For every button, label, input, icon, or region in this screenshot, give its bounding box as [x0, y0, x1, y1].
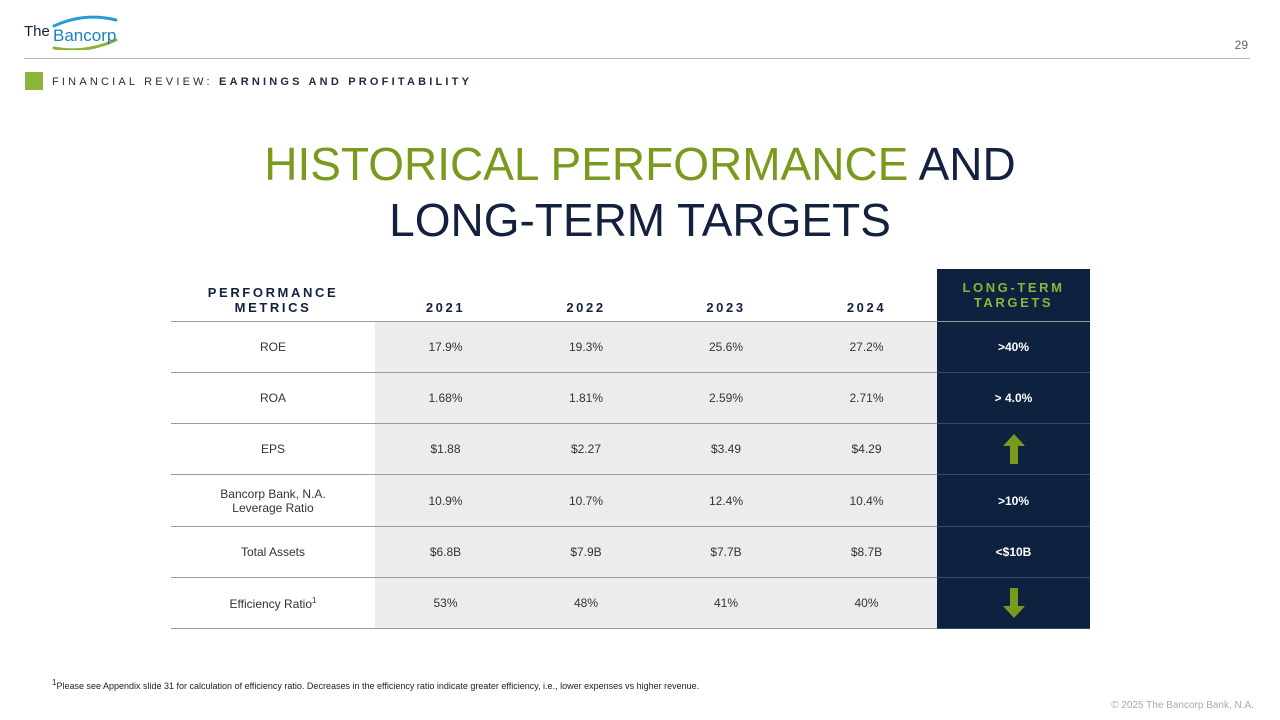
metric-label: Bancorp Bank, N.A. Leverage Ratio: [171, 474, 375, 527]
table-header-row: PERFORMANCE METRICS 2021 2022 2023 2024 …: [171, 269, 1090, 322]
copyright: © 2025 The Bancorp Bank, N.A.: [1111, 700, 1254, 711]
table-row: EPS $1.88 $2.27 $3.49 $4.29: [171, 423, 1090, 475]
value-2022: 10.7%: [516, 474, 656, 527]
value-2022: $7.9B: [516, 526, 656, 578]
value-2023: 12.4%: [656, 474, 796, 527]
value-2022: 48%: [516, 577, 656, 629]
value-2022: 19.3%: [516, 321, 656, 373]
value-2021: $1.88: [375, 423, 516, 475]
metric-label: ROA: [171, 372, 375, 424]
section-marker: [25, 72, 43, 90]
value-2024: 40%: [796, 577, 937, 629]
section-prefix: FINANCIAL REVIEW:: [52, 76, 213, 88]
header-targets: LONG-TERM TARGETS: [937, 269, 1090, 322]
target-value: >10%: [937, 474, 1090, 527]
target-cell: [937, 577, 1090, 629]
table-row: Bancorp Bank, N.A. Leverage Ratio 10.9% …: [171, 474, 1090, 527]
value-2023: $7.7B: [656, 526, 796, 578]
header-divider: [24, 58, 1250, 59]
target-value: >40%: [937, 321, 1090, 373]
value-2021: 1.68%: [375, 372, 516, 424]
page-number: 29: [1234, 38, 1248, 52]
value-2024: $8.7B: [796, 526, 937, 578]
metric-label-text: Efficiency Ratio: [229, 596, 313, 611]
footnote-marker: 1: [312, 595, 317, 605]
page-title: HISTORICAL PERFORMANCE AND LONG-TERM TAR…: [0, 136, 1280, 248]
performance-table: PERFORMANCE METRICS 2021 2022 2023 2024 …: [171, 269, 1090, 629]
value-2022: $2.27: [516, 423, 656, 475]
value-2021: 10.9%: [375, 474, 516, 527]
title-dark-part-1: AND: [918, 138, 1016, 190]
logo-text-bancorp: Bancorp: [53, 26, 116, 45]
metric-label: EPS: [171, 423, 375, 475]
value-2024: 10.4%: [796, 474, 937, 527]
bancorp-logo: The Bancorp: [24, 15, 118, 50]
value-2022: 1.81%: [516, 372, 656, 424]
metric-label-line-2: Leverage Ratio: [232, 500, 314, 515]
table-row: Total Assets $6.8B $7.9B $7.7B $8.7B <$1…: [171, 526, 1090, 578]
value-2023: 2.59%: [656, 372, 796, 424]
header-2023: 2023: [656, 269, 796, 322]
table-row: ROE 17.9% 19.3% 25.6% 27.2% >40%: [171, 321, 1090, 373]
header-2024: 2024: [796, 269, 937, 322]
value-2023: $3.49: [656, 423, 796, 475]
target-cell: [937, 423, 1090, 475]
section-label: FINANCIAL REVIEW: EARNINGS AND PROFITABI…: [52, 76, 472, 88]
header-2022: 2022: [516, 269, 656, 322]
arrow-down-icon: [1002, 588, 1025, 618]
value-2024: 27.2%: [796, 321, 937, 373]
metric-label: ROE: [171, 321, 375, 373]
footnote-number: 1: [52, 678, 57, 687]
footnote: 1Please see Appendix slide 31 for calcul…: [52, 678, 699, 691]
header-metric: PERFORMANCE METRICS: [171, 269, 375, 322]
value-2024: 2.71%: [796, 372, 937, 424]
value-2021: 53%: [375, 577, 516, 629]
title-dark-part-2: LONG-TERM TARGETS: [389, 194, 891, 246]
value-2023: 41%: [656, 577, 796, 629]
target-value: > 4.0%: [937, 372, 1090, 424]
arrow-up-icon: [1002, 434, 1025, 464]
table-row: Efficiency Ratio1 53% 48% 41% 40%: [171, 577, 1090, 629]
section-title: EARNINGS AND PROFITABILITY: [219, 76, 473, 88]
metric-label: Efficiency Ratio1: [171, 577, 375, 629]
table-row: ROA 1.68% 1.81% 2.59% 2.71% > 4.0%: [171, 372, 1090, 424]
value-2021: 17.9%: [375, 321, 516, 373]
value-2021: $6.8B: [375, 526, 516, 578]
metric-label: Total Assets: [171, 526, 375, 578]
footnote-text: Please see Appendix slide 31 for calcula…: [56, 681, 700, 691]
header-2021: 2021: [375, 269, 516, 322]
value-2024: $4.29: [796, 423, 937, 475]
value-2023: 25.6%: [656, 321, 796, 373]
title-green-part: HISTORICAL PERFORMANCE: [264, 138, 909, 190]
metric-label-line-1: Bancorp Bank, N.A.: [220, 486, 326, 501]
target-value: <$10B: [937, 526, 1090, 578]
logo-text-the: The: [24, 23, 50, 40]
